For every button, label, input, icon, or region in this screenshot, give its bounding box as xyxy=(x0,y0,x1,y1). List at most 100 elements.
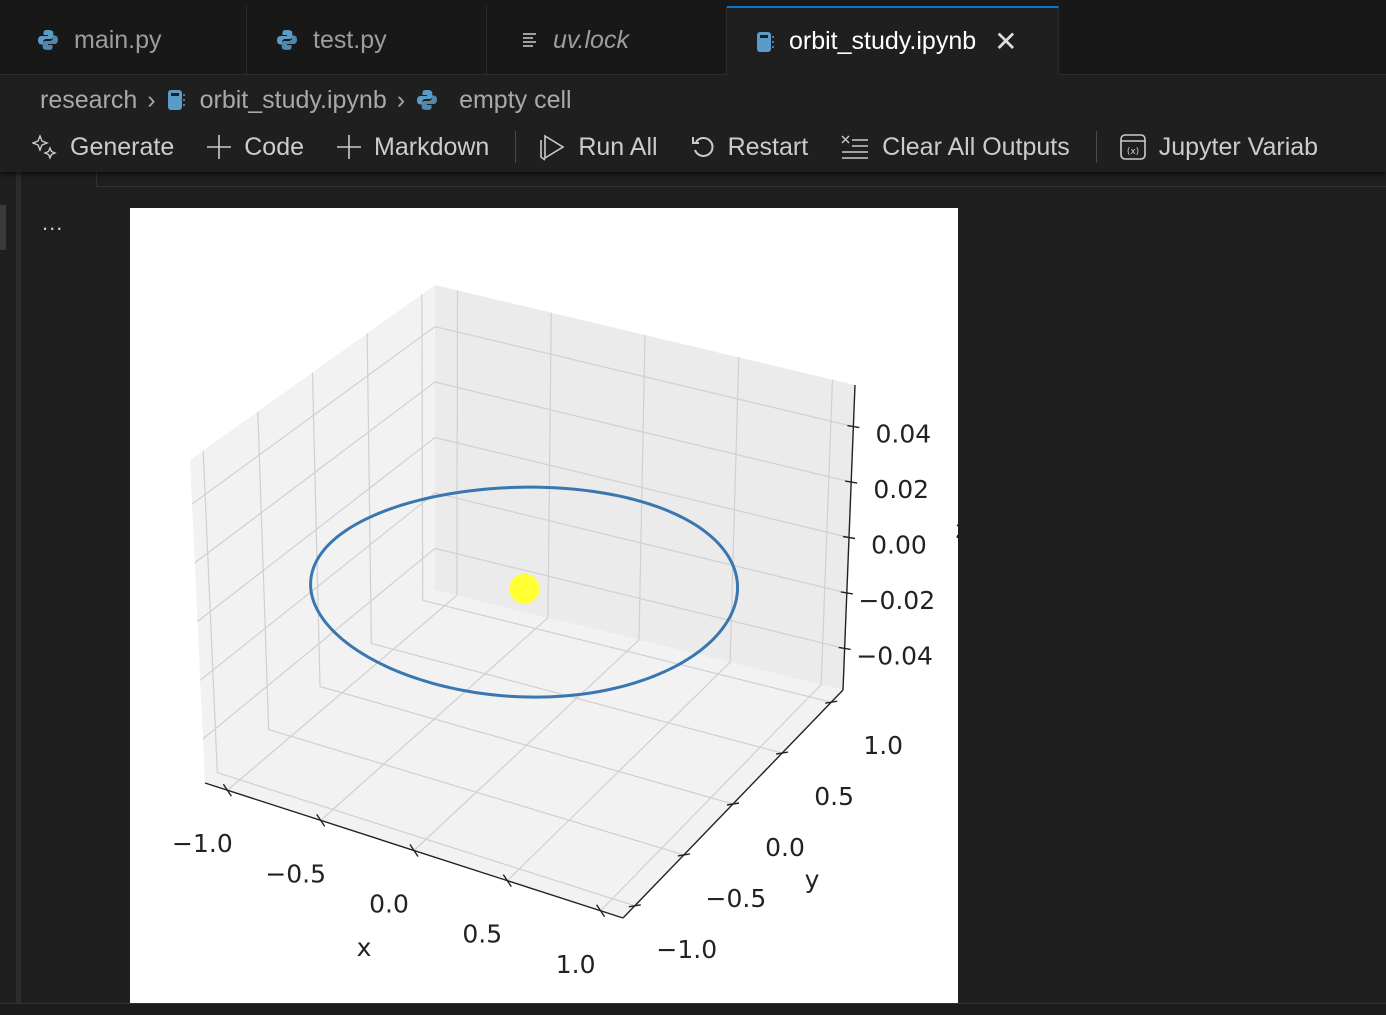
y-gridline xyxy=(257,411,685,856)
x-tick-label: 0.5 xyxy=(462,920,502,949)
z-tick-label: 0.02 xyxy=(873,475,929,504)
z-tick-label: 0.00 xyxy=(871,531,927,560)
y-tick xyxy=(726,802,740,806)
y-gridline xyxy=(421,294,832,703)
x-tick xyxy=(502,874,512,888)
restart-button[interactable]: Restart xyxy=(690,132,809,162)
z-tick xyxy=(845,480,858,484)
left-pane xyxy=(190,285,435,783)
y-gridline xyxy=(311,372,734,805)
z-tick xyxy=(838,646,851,651)
z-gridline xyxy=(191,325,854,505)
z-tick-label: 0.04 xyxy=(876,420,932,449)
add-markdown-button[interactable]: Markdown xyxy=(336,133,489,162)
y-tick-label: −0.5 xyxy=(706,884,767,913)
toolbar-divider xyxy=(515,131,517,163)
z-gridline xyxy=(194,381,852,564)
x-axis-label: x xyxy=(357,933,372,962)
notebook-icon xyxy=(755,30,775,54)
y-tick-label: 0.0 xyxy=(765,833,805,862)
clear-outputs-label: Clear All Outputs xyxy=(882,132,1070,161)
chevron-right-icon: › xyxy=(396,85,406,114)
x-tick xyxy=(316,813,326,827)
clear-outputs-button[interactable]: Clear All Outputs xyxy=(840,133,1070,162)
toolbar-divider xyxy=(1095,131,1097,163)
floor-pane xyxy=(205,590,843,918)
y-tick xyxy=(825,700,838,704)
jupyter-variables-button[interactable]: (x) Jupyter Variab xyxy=(1119,133,1318,162)
x-gridline xyxy=(227,290,459,791)
tab-label: uv.lock xyxy=(553,25,629,54)
orbit-3d-chart: −1.0 −0.5 0.0 0.5 1.0 −1.0 −0.5 0.0 0.5 1.0 −0.04 −… xyxy=(172,285,958,979)
tab-orbit-study[interactable]: orbit_study.ipynb ✕ xyxy=(727,6,1059,75)
x-tick xyxy=(596,904,606,918)
add-code-button[interactable]: Code xyxy=(206,133,304,162)
y-tick xyxy=(677,853,691,857)
breadcrumb-cell[interactable]: empty cell xyxy=(459,85,572,114)
z-tick xyxy=(842,535,856,540)
back-pane xyxy=(435,285,855,690)
run-all-icon xyxy=(538,132,566,162)
chevron-right-icon: › xyxy=(147,85,156,114)
plot-output-image: −1.0 −0.5 0.0 0.5 1.0 −1.0 −0.5 0.0 0.5 1.0 −0.04 −… xyxy=(130,208,958,1003)
plus-icon xyxy=(336,134,362,160)
x-gridline xyxy=(506,357,740,882)
output-more-button[interactable]: ... xyxy=(42,210,64,235)
y-axis-label: y xyxy=(805,865,820,894)
breadcrumb-notebook[interactable]: orbit_study.ipynb xyxy=(199,85,387,114)
run-all-button[interactable]: Run All xyxy=(538,132,658,162)
restart-label: Restart xyxy=(727,132,809,161)
y-tick-label: 1.0 xyxy=(863,731,903,760)
z-tick xyxy=(847,424,860,429)
run-all-label: Run All xyxy=(578,132,658,161)
z-tick-label: −0.04 xyxy=(856,641,933,670)
breadcrumb: research › orbit_study.ipynb › empty cel… xyxy=(40,80,572,120)
generate-button[interactable]: Generate xyxy=(32,133,174,162)
python-icon xyxy=(275,28,299,52)
x-tick xyxy=(409,844,419,857)
x-tick-label: 1.0 xyxy=(556,950,596,979)
tab-uv-lock[interactable]: uv.lock xyxy=(487,6,727,74)
x-tick-label: −0.5 xyxy=(265,859,326,888)
restart-icon xyxy=(690,134,716,160)
svg-text:(x): (x) xyxy=(1127,147,1139,157)
y-tick xyxy=(775,751,789,755)
python-icon xyxy=(36,28,60,52)
x-gridline xyxy=(600,379,834,912)
jupyter-variables-label: Jupyter Variab xyxy=(1158,132,1319,161)
code-label: Code xyxy=(244,132,305,161)
generate-label: Generate xyxy=(70,132,175,161)
status-edge xyxy=(0,1003,1386,1015)
breadcrumb-research[interactable]: research xyxy=(40,85,138,114)
y-tick-label: 0.5 xyxy=(814,782,854,811)
cell-gutter[interactable] xyxy=(16,172,21,1014)
markdown-label: Markdown xyxy=(374,132,490,161)
sparkle-icon xyxy=(32,134,58,160)
x-tick-label: 0.0 xyxy=(369,890,409,919)
variables-icon: (x) xyxy=(1119,133,1147,161)
orbit-line xyxy=(309,485,740,699)
z-gridline xyxy=(197,436,850,622)
sash[interactable] xyxy=(0,205,6,250)
close-icon[interactable]: ✕ xyxy=(994,26,1018,57)
notebook-toolbar: Generate Code Markdown Run All Restart C… xyxy=(0,122,1386,172)
tab-bar: main.py test.py uv.lock orbit_study.ipyn… xyxy=(0,6,1386,75)
x-gridline xyxy=(320,312,552,821)
y-tick-label: −1.0 xyxy=(656,935,717,964)
z-gridline xyxy=(202,547,845,740)
tab-test-py[interactable]: test.py xyxy=(247,6,487,74)
previous-cell-output xyxy=(96,160,1386,187)
tab-main-py[interactable]: main.py xyxy=(8,6,247,74)
z-gridline xyxy=(199,492,847,681)
x-tick xyxy=(222,783,232,797)
clear-all-icon xyxy=(840,134,870,160)
z-tick xyxy=(840,591,853,595)
y-gridline xyxy=(366,333,783,754)
y-tick xyxy=(628,904,641,908)
sun-point xyxy=(509,573,540,604)
x-tick-label: −1.0 xyxy=(172,829,233,858)
z-axis-label: z xyxy=(955,515,958,544)
y-gridline xyxy=(202,450,635,907)
python-icon xyxy=(415,88,439,112)
tab-label: orbit_study.ipynb xyxy=(789,27,977,55)
